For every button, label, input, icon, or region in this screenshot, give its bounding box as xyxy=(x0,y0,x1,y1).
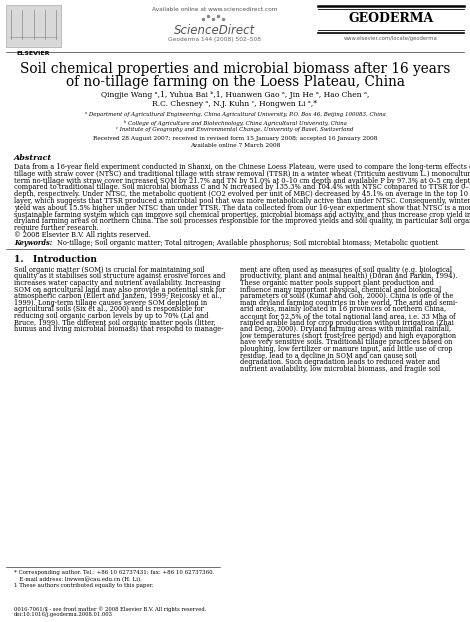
Text: ScienceDirect: ScienceDirect xyxy=(174,24,256,37)
Text: 1999). Long-term tillage causes severe SOM depletion in: 1999). Long-term tillage causes severe S… xyxy=(14,299,207,307)
Text: ELSEVIER: ELSEVIER xyxy=(17,51,50,56)
Text: R.C. Chesney ᵃ, N.J. Kuhn ᶜ, Hongwen Li ᵃ,*: R.C. Chesney ᵃ, N.J. Kuhn ᶜ, Hongwen Li … xyxy=(152,100,318,108)
Text: Soil chemical properties and microbial biomass after 16 years: Soil chemical properties and microbial b… xyxy=(20,62,450,76)
Text: ment are often used as measures of soil quality (e.g. biological: ment are often used as measures of soil … xyxy=(240,266,452,274)
Text: arid areas, mainly located in 16 provinces of northern China,: arid areas, mainly located in 16 provinc… xyxy=(240,305,446,313)
Text: parameters of soils (Kumar and Goh, 2000). China is one of the: parameters of soils (Kumar and Goh, 2000… xyxy=(240,292,454,300)
Text: Keywords:: Keywords: xyxy=(14,239,52,247)
Text: E-mail address: liwwen@cau.edu.cn (H. Li).: E-mail address: liwwen@cau.edu.cn (H. Li… xyxy=(14,577,142,582)
Text: ᶜ Institute of Geography and Environmental Change, University of Basel, Switzerl: ᶜ Institute of Geography and Environment… xyxy=(116,127,354,132)
Text: reducing soil organic carbon levels by up to 70% (Lal and: reducing soil organic carbon levels by u… xyxy=(14,312,209,320)
Text: Data from a 16-year field experiment conducted in Shanxi, on the Chinese Loess P: Data from a 16-year field experiment con… xyxy=(14,163,470,171)
Text: SOM on agricultural land may also provide a potential sink for: SOM on agricultural land may also provid… xyxy=(14,285,226,294)
Text: degradation. Such degradation leads to reduced water and: degradation. Such degradation leads to r… xyxy=(240,358,440,366)
Text: No-tillage; Soil organic matter; Total nitrogen; Available phosphorus; Soil micr: No-tillage; Soil organic matter; Total n… xyxy=(57,239,439,247)
Text: sustainable farming system which can improve soil chemical properties, microbial: sustainable farming system which can imp… xyxy=(14,211,470,218)
Text: GEODERMA: GEODERMA xyxy=(348,12,434,25)
Text: ᵇ College of Agriculture and Biotechnology, China Agricultural University, China: ᵇ College of Agriculture and Biotechnolo… xyxy=(124,119,346,126)
Text: of no-tillage farming on the Loess Plateau, China: of no-tillage farming on the Loess Plate… xyxy=(65,75,405,89)
Text: account for 52.5% of the total national land area, i.e. 33 Mha of: account for 52.5% of the total national … xyxy=(240,312,455,320)
Text: tillage with straw cover (NTSC) and traditional tillage with straw removal (TTSR: tillage with straw cover (NTSC) and trad… xyxy=(14,170,470,178)
Text: and Deng, 2000). Dryland farming areas with minimal rainfall,: and Deng, 2000). Dryland farming areas w… xyxy=(240,325,451,333)
Text: 1 These authors contributed equally to this paper.: 1 These authors contributed equally to t… xyxy=(14,583,154,588)
Text: 1.   Introduction: 1. Introduction xyxy=(14,255,97,264)
Text: Soil organic matter (SOM) is crucial for maintaining soil: Soil organic matter (SOM) is crucial for… xyxy=(14,266,204,274)
Text: atmospheric carbon (Ellert and Janzen, 1999; Reicosky et al.,: atmospheric carbon (Ellert and Janzen, 1… xyxy=(14,292,222,300)
Text: main dryland farming countries in the world. The arid and semi-: main dryland farming countries in the wo… xyxy=(240,299,457,307)
Text: low temperatures (short frost-free period) and high evaporation: low temperatures (short frost-free perio… xyxy=(240,332,456,340)
Text: Received 28 August 2007; received in revised form 15 January 2008; accepted 16 J: Received 28 August 2007; received in rev… xyxy=(93,136,377,141)
Text: have very sensitive soils. Traditional tillage practices based on: have very sensitive soils. Traditional t… xyxy=(240,338,452,346)
Text: ᵃ Department of Agricultural Engineering, China Agricultural University, P.O. Bo: ᵃ Department of Agricultural Engineering… xyxy=(85,112,385,117)
Text: yield was about 15.5% higher under NTSC than under TTSR. The data collected from: yield was about 15.5% higher under NTSC … xyxy=(14,204,470,212)
Text: layer, which suggests that TTSR produced a microbial pool that was more metaboli: layer, which suggests that TTSR produced… xyxy=(14,197,470,205)
Text: compared to traditional tillage. Soil microbial biomass C and N increased by 135: compared to traditional tillage. Soil mi… xyxy=(14,183,470,192)
Text: 0016-7061/$ - see front matter © 2008 Elsevier B.V. All rights reserved.: 0016-7061/$ - see front matter © 2008 El… xyxy=(14,606,206,611)
Text: ploughing, low fertilizer or manure input, and little use of crop: ploughing, low fertilizer or manure inpu… xyxy=(240,345,453,353)
Text: doi:10.1016/j.geoderma.2008.01.003: doi:10.1016/j.geoderma.2008.01.003 xyxy=(14,612,113,617)
Text: agricultural soils (Six et al., 2000) and is responsible for: agricultural soils (Six et al., 2000) an… xyxy=(14,305,204,313)
Text: term no-tillage with straw cover increased SOM by 21.7% and TN by 51.0% at 0–10 : term no-tillage with straw cover increas… xyxy=(14,177,470,185)
Text: quality as it stabilises soil structure against erosive forces and: quality as it stabilises soil structure … xyxy=(14,272,226,281)
Text: dryland farming areas of northern China. The soil processes responsible for the : dryland farming areas of northern China.… xyxy=(14,218,470,225)
Text: © 2008 Elsevier B.V. All rights reserved.: © 2008 Elsevier B.V. All rights reserved… xyxy=(14,231,151,239)
Text: productivity, plant and animal health) (Doran and Parkin, 1994).: productivity, plant and animal health) (… xyxy=(240,272,457,281)
Text: Abstract: Abstract xyxy=(14,154,52,162)
Text: rainfed arable land for crop production without irrigation (Zhai: rainfed arable land for crop production … xyxy=(240,318,454,327)
Text: These organic matter pools support plant production and: These organic matter pools support plant… xyxy=(240,279,434,287)
Bar xyxy=(6,5,61,47)
Text: depth, respectively. Under NTSC, the metabolic quotient (CO2 evolved per unit of: depth, respectively. Under NTSC, the met… xyxy=(14,190,470,198)
Text: Bruce, 1999). The different soil organic matter pools (litter,: Bruce, 1999). The different soil organic… xyxy=(14,318,216,327)
Text: nutrient availability, low microbial biomass, and fragile soil: nutrient availability, low microbial bio… xyxy=(240,364,440,373)
Text: humus and living microbial biomass) that respond to manage-: humus and living microbial biomass) that… xyxy=(14,325,224,333)
Text: increases water capacity and nutrient availability. Increasing: increases water capacity and nutrient av… xyxy=(14,279,221,287)
Text: Available online at www.sciencedirect.com: Available online at www.sciencedirect.co… xyxy=(152,7,278,12)
Text: Qingjie Wang ᵃ,1, Yuhua Bai ᵇ,1, Huanwen Gao ᵃ, Jin He ᵃ, Hao Chen ᵃ,: Qingjie Wang ᵃ,1, Yuhua Bai ᵇ,1, Huanwen… xyxy=(101,91,369,99)
Text: require further research.: require further research. xyxy=(14,224,99,232)
Text: Geoderma 144 (2008) 502–508: Geoderma 144 (2008) 502–508 xyxy=(169,37,261,42)
Text: Available online 7 March 2008: Available online 7 March 2008 xyxy=(190,143,280,148)
Text: * Corresponding author. Tel.: +86 10 62737431; fax: +86 10 62737360.: * Corresponding author. Tel.: +86 10 627… xyxy=(14,570,214,575)
Text: www.elsevier.com/locate/geoderma: www.elsevier.com/locate/geoderma xyxy=(344,36,438,41)
Text: influence many important physical, chemical and biological: influence many important physical, chemi… xyxy=(240,285,441,294)
Text: residue, lead to a decline in SOM and can cause soil: residue, lead to a decline in SOM and ca… xyxy=(240,351,417,360)
